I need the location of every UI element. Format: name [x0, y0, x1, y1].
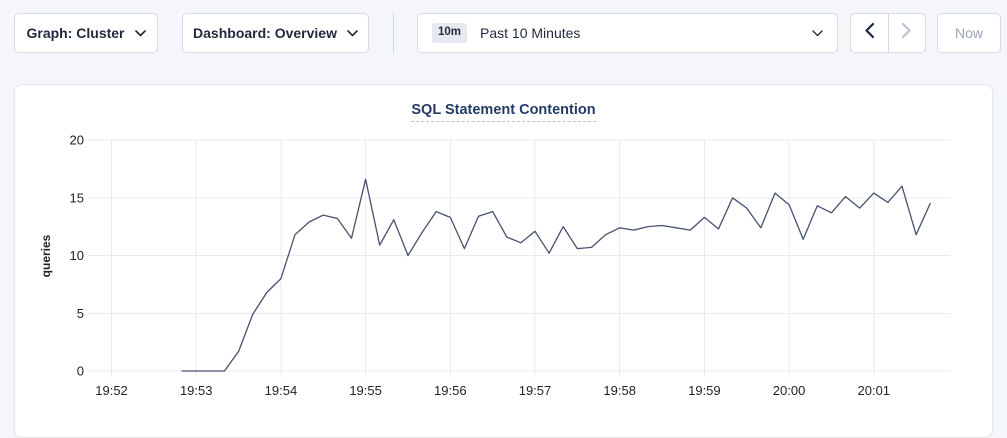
x-tick-label: 19:59	[688, 383, 721, 398]
chart-title[interactable]: SQL Statement Contention	[411, 102, 596, 122]
x-tick-label: 19:54	[265, 383, 298, 398]
x-tick-label: 19:55	[349, 383, 382, 398]
x-tick-label: 19:53	[180, 383, 213, 398]
chevron-down-icon	[347, 29, 358, 37]
series-line-queries	[181, 178, 931, 372]
x-tick-label: 19:57	[519, 383, 552, 398]
time-range-pager	[850, 13, 926, 53]
x-tick-label: 19:58	[603, 383, 636, 398]
chevron-right-icon	[902, 22, 911, 43]
next-range-button[interactable]	[887, 14, 926, 52]
chart-panel: SQL Statement Contention 0 5 10 15 20 19:52 19…	[14, 84, 993, 438]
chart-svg: 0 5 10 15 20 19:52 19:53 19:54 19:55 19:56 19:57 19…	[39, 133, 950, 398]
time-range-selector[interactable]: 10m Past 10 Minutes	[417, 13, 838, 53]
chevron-left-icon	[865, 22, 874, 43]
x-tick-label: 19:56	[434, 383, 467, 398]
y-tick-label: 15	[70, 190, 84, 205]
x-tick-label: 20:00	[773, 383, 806, 398]
x-tick-label: 20:01	[858, 383, 891, 398]
chevron-down-icon	[812, 29, 823, 37]
chart-title-wrap: SQL Statement Contention	[15, 101, 992, 122]
chevron-down-icon	[134, 29, 146, 37]
prev-range-button[interactable]	[851, 14, 888, 52]
graph-dropdown-label: Graph: Cluster	[26, 25, 125, 41]
y-tick-label: 0	[77, 364, 84, 379]
y-tick-label: 10	[70, 248, 84, 263]
time-range-label: Past 10 Minutes	[480, 25, 581, 41]
x-tick-label: 19:52	[95, 383, 128, 398]
toolbar-divider	[393, 12, 394, 54]
graph-dropdown[interactable]: Graph: Cluster	[14, 13, 158, 53]
now-button[interactable]: Now	[937, 13, 1001, 53]
y-axis-label: queries	[39, 234, 53, 277]
y-tick-label: 20	[70, 133, 84, 148]
y-tick-label: 5	[77, 306, 84, 321]
dashboard-dropdown-label: Dashboard: Overview	[193, 25, 337, 41]
time-range-badge: 10m	[432, 23, 468, 43]
dashboard-dropdown[interactable]: Dashboard: Overview	[182, 13, 369, 53]
